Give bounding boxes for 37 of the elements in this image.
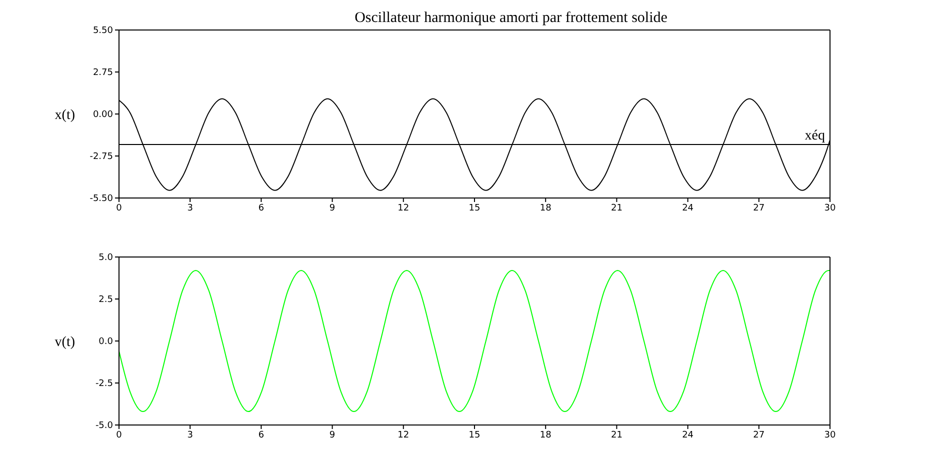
x-tick-label: 9 <box>329 203 336 214</box>
x-tick-label: 15 <box>468 430 480 440</box>
x-tick-label: 0 <box>116 203 122 214</box>
y-tick-label: 2.75 <box>92 68 113 78</box>
x-tick-label: 12 <box>398 203 410 214</box>
x-tick-label: 3 <box>187 203 193 214</box>
x-tick-label: 21 <box>610 203 622 214</box>
y-tick-label: -5.0 <box>95 421 114 432</box>
y-tick-label: 0.0 <box>98 337 114 348</box>
x-tick-label: 30 <box>824 203 836 214</box>
ref-line-label: xéq <box>804 128 825 144</box>
y-tick-label: 5.50 <box>92 26 114 36</box>
x-tick-label: 6 <box>258 430 264 440</box>
x-tick-label: 18 <box>540 203 552 214</box>
y-tick-label: -2.75 <box>90 152 113 162</box>
y-tick-label: -5.50 <box>90 194 114 204</box>
x-tick-label: 3 <box>187 430 193 440</box>
y-axis-title: v(t) <box>54 334 76 350</box>
y-tick-label: -2.5 <box>95 379 113 390</box>
y-tick-label: 5.0 <box>98 253 114 264</box>
y-tick-label: 2.5 <box>98 295 113 306</box>
y-tick-label: 0.00 <box>92 110 114 120</box>
x-tick-label: 27 <box>753 430 765 440</box>
x-tick-label: 9 <box>329 430 336 440</box>
y-axis-title: x(t) <box>54 108 76 123</box>
x-tick-label: 21 <box>610 430 622 440</box>
x-tick-label: 0 <box>116 430 122 440</box>
chart-title: Oscillateur harmonique amorti par frottement solide <box>354 9 668 28</box>
x-tick-label: 30 <box>824 430 836 440</box>
x-tick-label: 12 <box>398 430 410 440</box>
x-tick-label: 6 <box>258 203 264 214</box>
x-tick-label: 24 <box>682 430 694 440</box>
line-series <box>119 270 830 412</box>
x-tick-label: 18 <box>540 430 552 440</box>
x-tick-label: 27 <box>753 203 765 214</box>
x-tick-label: 24 <box>682 203 694 214</box>
x-tick-label: 15 <box>468 203 480 214</box>
